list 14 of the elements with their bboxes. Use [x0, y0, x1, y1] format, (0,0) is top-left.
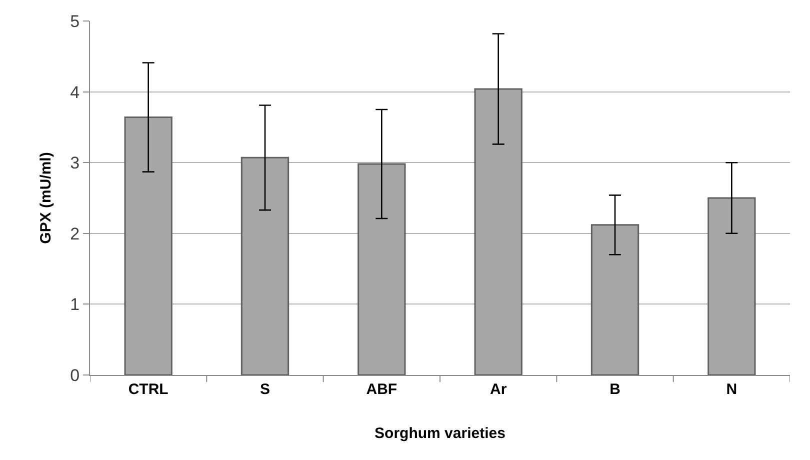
- y-tick-label: 5: [70, 12, 80, 31]
- y-axis-title: GPX (mU/ml): [37, 152, 54, 244]
- y-tick-label: 0: [70, 366, 80, 385]
- y-tick-label: 2: [70, 224, 80, 244]
- x-tick-label: S: [260, 381, 270, 398]
- y-tick-label: 4: [70, 82, 80, 102]
- x-tick-label: Ar: [490, 381, 507, 398]
- y-tick-label: 1: [70, 295, 80, 314]
- x-tick-label: ABF: [366, 381, 398, 398]
- x-tick-label: CTRL: [128, 381, 168, 398]
- x-axis-title: Sorghum varieties: [374, 425, 506, 442]
- y-tick-label: 3: [70, 154, 80, 173]
- x-tick-label: N: [726, 381, 738, 398]
- x-tick-label: B: [610, 381, 621, 398]
